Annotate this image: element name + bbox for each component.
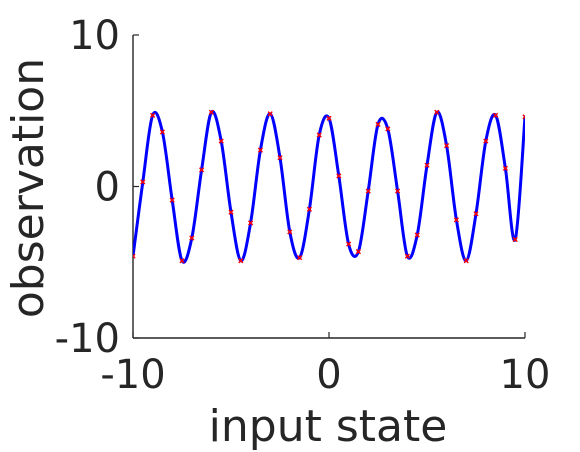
scatter-point-stroke-b bbox=[385, 126, 391, 132]
scatter-point-stroke-b bbox=[297, 255, 303, 261]
scatter-point bbox=[277, 155, 283, 161]
y-axis-label: observation bbox=[3, 58, 54, 318]
scatter-point-stroke-b bbox=[483, 138, 489, 144]
scatter-point-stroke-b bbox=[346, 241, 352, 247]
scatter-point bbox=[257, 147, 263, 153]
scatter-point-stroke-a bbox=[522, 114, 525, 118]
scatter-point bbox=[228, 209, 234, 215]
scatter-point bbox=[287, 229, 293, 235]
x-axis-label: input state bbox=[209, 401, 448, 452]
series-group bbox=[133, 109, 525, 264]
scatter-point bbox=[502, 165, 508, 171]
scatter-point bbox=[159, 129, 165, 135]
scatter-point-stroke-b bbox=[365, 188, 371, 194]
scatter-point-stroke-b bbox=[355, 249, 361, 255]
scatter-point-stroke-b bbox=[248, 220, 254, 226]
scatter-point bbox=[424, 162, 430, 168]
scatter-point bbox=[365, 188, 371, 194]
series-line bbox=[133, 109, 525, 264]
scatter-point-stroke-b bbox=[502, 165, 508, 171]
scatter-point-stroke-b bbox=[375, 121, 381, 127]
scatter-point bbox=[336, 173, 342, 179]
scatter-point-stroke-b bbox=[473, 211, 479, 217]
scatter-point bbox=[218, 138, 224, 144]
scatter-point-stroke-b bbox=[179, 258, 185, 264]
scatter-point bbox=[306, 206, 312, 212]
scatter-point-stroke-b bbox=[267, 111, 273, 117]
scatter-point-stroke-b bbox=[306, 206, 312, 212]
scatter-point-stroke-b bbox=[133, 253, 136, 258]
scatter-point-stroke-b bbox=[159, 129, 165, 135]
scatter-point bbox=[385, 126, 391, 132]
scatter-point bbox=[133, 253, 136, 259]
scatter-point bbox=[473, 211, 479, 217]
scatter-point-stroke-b bbox=[414, 232, 420, 238]
scatter-point bbox=[297, 255, 303, 261]
scatter-point bbox=[248, 220, 254, 226]
scatter-point bbox=[267, 111, 273, 117]
scatter-point-stroke-b bbox=[453, 217, 459, 223]
scatter-point-stroke-a bbox=[133, 255, 136, 259]
scatter-point bbox=[199, 167, 205, 173]
x-tick-label: -10 bbox=[100, 352, 165, 398]
scatter-point bbox=[189, 235, 195, 241]
scatter-point-stroke-b bbox=[277, 155, 283, 161]
x-tick-label: 0 bbox=[316, 352, 341, 398]
scatter-point-stroke-b bbox=[287, 229, 293, 235]
scatter-point bbox=[150, 112, 156, 118]
scatter-point-stroke-b bbox=[444, 143, 450, 149]
x-tick-label: 10 bbox=[500, 352, 551, 398]
scatter-point bbox=[179, 258, 185, 264]
scatter-point bbox=[404, 253, 410, 259]
scatter-point bbox=[355, 249, 361, 255]
y-tick-label: 0 bbox=[95, 165, 120, 211]
scatter-point bbox=[316, 132, 322, 138]
scatter-point bbox=[208, 109, 214, 115]
scatter-point bbox=[463, 258, 469, 264]
scatter-point bbox=[434, 109, 440, 115]
scatter-point bbox=[140, 179, 146, 185]
scatter-point-stroke-b bbox=[228, 209, 234, 215]
scatter-point-stroke-b bbox=[522, 115, 525, 120]
scatter-point bbox=[169, 197, 175, 203]
plot-area: -10 0 10 -10 0 10 input state observation bbox=[3, 13, 550, 452]
scatter-point-stroke-b bbox=[238, 258, 244, 264]
scatter-point bbox=[238, 258, 244, 264]
scatter-point-stroke-b bbox=[140, 179, 146, 185]
scatter-point-stroke-b bbox=[404, 253, 410, 259]
scatter-point-stroke-b bbox=[512, 236, 518, 243]
scatter-point-stroke-b bbox=[257, 147, 263, 153]
scatter-point-stroke-b bbox=[434, 109, 440, 115]
scatter-point-stroke-b bbox=[493, 112, 499, 118]
scatter-point-stroke-b bbox=[326, 115, 332, 121]
scatter-point bbox=[444, 143, 450, 149]
scatter-point-stroke-b bbox=[316, 132, 322, 138]
scatter-point bbox=[375, 121, 381, 127]
scatter-point bbox=[346, 241, 352, 247]
scatter-point bbox=[483, 138, 489, 144]
scatter-point-stroke-b bbox=[189, 235, 195, 241]
scatter-point-stroke-b bbox=[424, 162, 430, 168]
scatter-point bbox=[453, 217, 459, 223]
scatter-point-stroke-b bbox=[150, 112, 156, 118]
scatter-point-stroke-b bbox=[395, 188, 401, 194]
scatter-point-stroke-b bbox=[208, 109, 214, 115]
scatter-point-stroke-b bbox=[336, 173, 342, 179]
scatter-point bbox=[522, 114, 525, 120]
scatter-point bbox=[326, 115, 332, 121]
scatter-point bbox=[493, 112, 499, 118]
scatter-point-stroke-b bbox=[199, 167, 205, 173]
scatter-point-stroke-b bbox=[463, 258, 469, 264]
scatter-point-stroke-b bbox=[218, 138, 224, 144]
scatter-point bbox=[414, 232, 420, 238]
y-tick-label: 10 bbox=[69, 13, 120, 59]
scatter-point-stroke-b bbox=[169, 197, 175, 203]
y-tick-label: -10 bbox=[55, 316, 120, 362]
scatter-point bbox=[512, 236, 518, 243]
scatter-point bbox=[395, 188, 401, 194]
